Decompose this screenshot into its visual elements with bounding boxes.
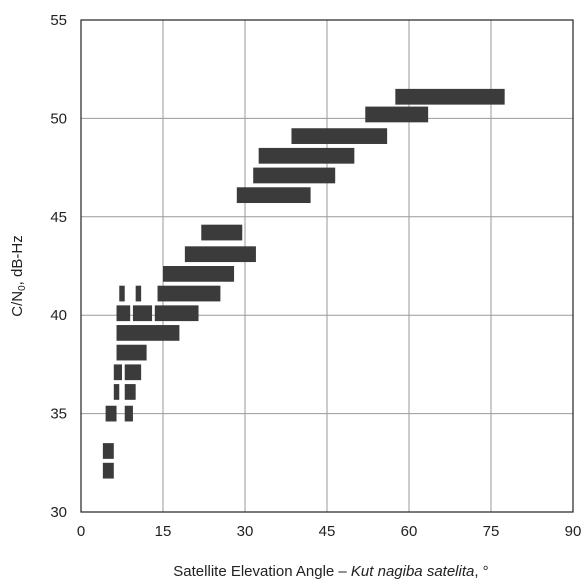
y-tick-label-55: 55: [50, 12, 67, 29]
data-bar-18: [124, 405, 133, 422]
x-tick-label-60: 60: [401, 523, 418, 540]
x-tick-labels: 0 15 30 45 60 75 90: [77, 523, 582, 540]
data-bar-1: [365, 106, 429, 123]
x-tick-label-15: 15: [155, 523, 172, 540]
data-bar-10: [154, 305, 199, 322]
y-tick-label-30: 30: [50, 504, 67, 521]
data-bar-4: [253, 167, 336, 184]
data-bar-20: [102, 462, 114, 479]
data-bar-22: [132, 305, 153, 322]
y-tick-label-40: 40: [50, 307, 67, 324]
data-bar-15: [113, 384, 120, 400]
data-bar-14: [124, 364, 142, 381]
data-bar-24: [135, 285, 142, 302]
data-bar-12: [116, 344, 147, 361]
x-axis-label: Satellite Elevation Angle – Kut nagiba s…: [173, 563, 488, 580]
y-axis-label-suffix: , dB-Hz: [9, 235, 26, 285]
y-tick-label-50: 50: [50, 110, 67, 127]
x-tick-label-90: 90: [565, 523, 582, 540]
data-bar-6: [201, 224, 243, 241]
x-tick-label-75: 75: [483, 523, 500, 540]
x-axis-label-suffix: , °: [474, 563, 488, 580]
y-axis-label-main: C/N: [9, 291, 26, 317]
y-axis-label: C/N0, dB-Hz: [9, 235, 28, 316]
data-bar-23: [119, 285, 125, 302]
y-tick-label-35: 35: [50, 406, 67, 423]
x-tick-label-30: 30: [237, 523, 254, 540]
data-bar-8: [163, 266, 235, 282]
data-bar-13: [113, 364, 122, 381]
data-bar-0: [395, 88, 505, 105]
x-axis-label-main: Satellite Elevation Angle –: [173, 563, 351, 580]
data-bar-9: [157, 285, 221, 302]
x-tick-label-45: 45: [319, 523, 336, 540]
y-tick-label-45: 45: [50, 209, 67, 226]
data-bar-17: [105, 405, 117, 422]
y-tick-labels: 30 35 40 45 50 55: [50, 12, 67, 521]
data-bar-21: [116, 305, 131, 322]
data-bar-11: [116, 325, 180, 341]
data-bar-19: [102, 443, 114, 459]
data-bar-2: [291, 128, 388, 144]
chart-bars: [102, 88, 505, 479]
data-bar-3: [258, 147, 355, 164]
x-axis-label-italic: Kut nagiba satelita: [351, 563, 474, 580]
x-tick-label-0: 0: [77, 523, 85, 540]
y-axis-label-sub: 0: [17, 285, 28, 291]
data-bar-16: [124, 384, 136, 400]
data-bar-5: [236, 187, 311, 204]
plot-frame: [80, 19, 574, 513]
data-bar-7: [184, 246, 256, 263]
